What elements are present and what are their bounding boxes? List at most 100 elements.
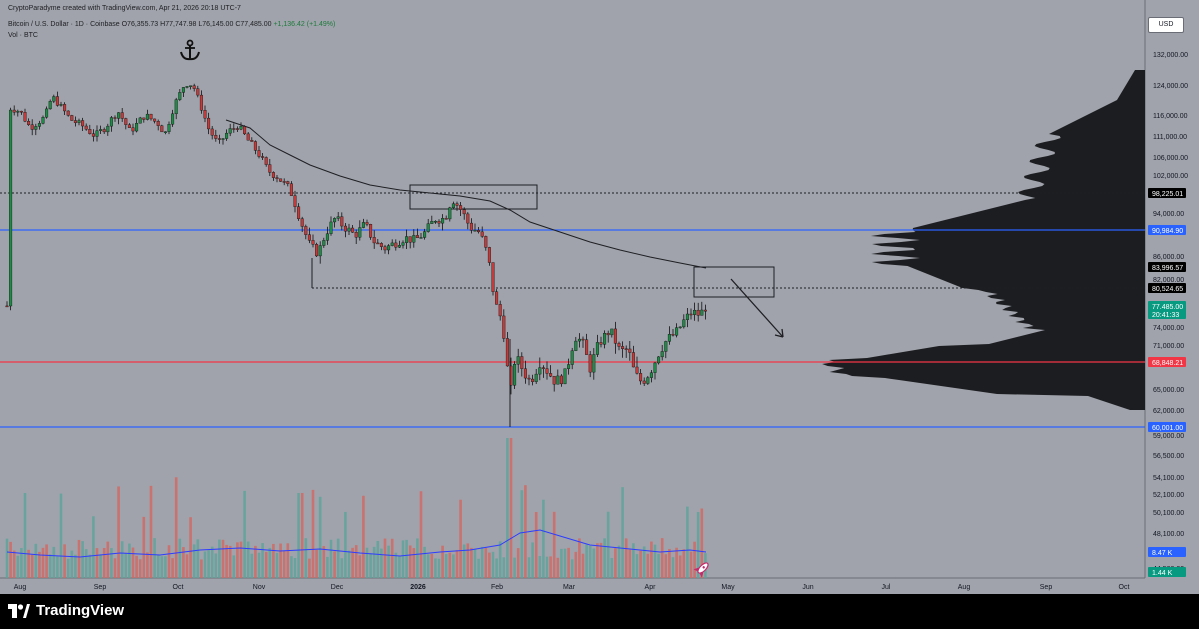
moving-average-line[interactable] [225, 119, 707, 269]
candle-body [455, 203, 459, 206]
candle-body [469, 222, 473, 231]
volume-bar [646, 553, 650, 578]
volume-bar [282, 550, 286, 578]
price-axis[interactable] [1145, 0, 1199, 594]
candle-body [358, 227, 362, 238]
candle-body [484, 236, 488, 248]
volume-bar [333, 551, 336, 578]
close-value: C77,485.00 [235, 21, 272, 28]
volume-bar [117, 486, 120, 578]
volume-bar [84, 549, 88, 578]
candle-body [282, 181, 286, 183]
candle-body [606, 333, 610, 336]
volume-bar [556, 557, 560, 578]
volume-bar [452, 554, 455, 578]
candle-body [585, 339, 589, 355]
price-chart[interactable]: 132,000.00 124,000.00 116,000.00 111,000.00… [0, 0, 1199, 594]
candle-body [685, 313, 689, 320]
time-tick: Jun [802, 584, 813, 591]
candle-body [365, 222, 369, 225]
candle-body [617, 343, 621, 347]
volume-bar [290, 556, 293, 578]
volume-bar [74, 554, 77, 578]
volume-bar [236, 542, 239, 578]
candle-body [653, 362, 657, 373]
volume-bar [315, 549, 318, 578]
volume-bar [552, 511, 556, 578]
time-tick: Aug [14, 584, 27, 591]
candle-body [232, 128, 236, 130]
volume-bar [311, 489, 315, 578]
candle-body [628, 348, 632, 353]
high-value: H77,747.98 [160, 21, 197, 28]
candle-body [545, 368, 549, 374]
volume-bar [509, 438, 513, 578]
volume-bar [92, 516, 95, 578]
volume-bar [398, 556, 401, 578]
candle-body [689, 313, 693, 316]
target-box[interactable] [693, 266, 775, 298]
volume-bar [149, 485, 153, 578]
price-tick: 65,000.00 [1153, 387, 1184, 394]
candle-body [595, 342, 599, 355]
volume-bar [16, 555, 20, 578]
candle-body [495, 291, 499, 305]
price-tick: 54,100.00 [1153, 475, 1184, 482]
volume-bar [45, 544, 48, 578]
candle-body [437, 221, 441, 224]
time-tick: Sep [94, 584, 107, 591]
volume-bar [502, 557, 506, 578]
candle-body [135, 122, 139, 132]
currency-button[interactable]: USD [1148, 17, 1184, 33]
volume-bar [376, 540, 380, 578]
volume-bar [146, 552, 149, 578]
volume-bar [470, 547, 473, 578]
candle-body [491, 262, 495, 292]
price-label-box [1148, 188, 1186, 198]
symbol-legend[interactable]: Bitcoin / U.S. Dollar · 1D · Coinbase O7… [8, 21, 335, 28]
price-tick: 111,000.00 [1153, 134, 1187, 141]
volume-bar [102, 547, 106, 578]
chart-pane[interactable]: 132,000.00 124,000.00 116,000.00 111,000.00… [0, 0, 1199, 594]
price-label-box [1148, 422, 1186, 432]
candle-body [405, 236, 409, 243]
volume-bar [423, 546, 426, 578]
candle-body [682, 319, 686, 328]
volume-bar [128, 543, 131, 578]
volume-bar [441, 545, 444, 578]
volume-bar [639, 550, 642, 578]
volume-bar [12, 550, 16, 578]
volume-bar [380, 548, 383, 578]
candle-body [120, 112, 124, 119]
volume-bar [254, 545, 257, 578]
volume-bar [221, 539, 225, 578]
candle-body [55, 96, 59, 106]
volume-bar [617, 545, 621, 578]
volume-bar [531, 542, 534, 578]
candle-body [185, 86, 189, 88]
tradingview-logo[interactable]: TradingView [8, 602, 124, 619]
candle-body [642, 380, 646, 384]
price-label: 83,996.57 [1152, 265, 1183, 272]
down-arrow-icon[interactable] [730, 278, 784, 338]
volume-bar [214, 553, 218, 578]
volume-legend[interactable]: Vol · BTC [8, 32, 38, 39]
volume-bar [88, 554, 92, 578]
candle-body [77, 120, 81, 123]
volume-bar [185, 554, 189, 578]
volume-bar [693, 541, 696, 578]
candle-body [657, 356, 661, 364]
price-tick: 94,000.00 [1153, 211, 1184, 218]
volume-bar [549, 556, 552, 578]
candles[interactable] [5, 83, 707, 427]
candle-body [95, 130, 99, 137]
volume-bar [293, 557, 297, 578]
volume-bar [588, 545, 592, 578]
volume-bar [599, 542, 603, 578]
volume-bar [628, 549, 632, 578]
candle-body [336, 216, 340, 219]
resistance-box[interactable] [409, 184, 538, 210]
volume-bar [5, 538, 9, 578]
candle-body [221, 138, 225, 140]
candle-body [613, 328, 617, 344]
